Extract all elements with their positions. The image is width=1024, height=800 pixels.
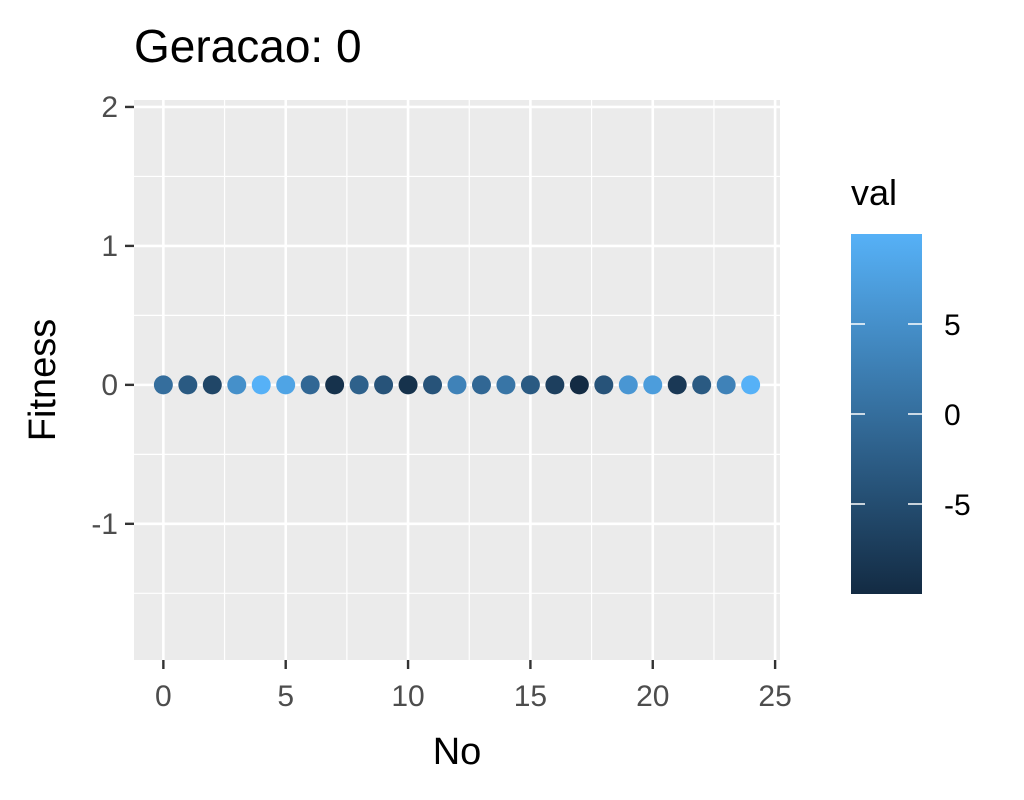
colorbar-tick-label: -5 (944, 489, 971, 522)
data-point (569, 375, 589, 395)
y-axis-title: Fitness (22, 319, 64, 441)
grid-minor (134, 100, 780, 660)
data-point (594, 375, 614, 395)
y-axis: -1 0 1 2 (91, 91, 134, 541)
data-point (520, 375, 540, 395)
x-axis-title: No (433, 731, 482, 773)
legend-title: val (851, 172, 897, 213)
x-tick-label: 15 (514, 680, 547, 713)
x-tick-label: 5 (277, 680, 294, 713)
data-point (374, 375, 394, 395)
legend: val -5 0 5 (851, 172, 971, 594)
colorbar-ticks: -5 0 5 (851, 309, 971, 522)
data-point (447, 375, 467, 395)
x-axis: 0 5 10 15 20 25 (155, 660, 792, 713)
data-point (153, 375, 173, 395)
x-tick-label: 25 (758, 680, 791, 713)
data-point (227, 375, 247, 395)
chart-title: Geracao: 0 (134, 20, 362, 72)
data-points (153, 375, 761, 395)
y-tick-label: 0 (101, 369, 118, 402)
data-point (667, 375, 687, 395)
colorbar-tick-label: 0 (944, 399, 961, 432)
y-tick-label: 2 (101, 91, 118, 124)
data-point (496, 375, 516, 395)
x-tick-label: 0 (155, 680, 172, 713)
data-point (325, 375, 345, 395)
data-point (741, 375, 761, 395)
data-point (692, 375, 712, 395)
y-tick-label: 1 (101, 230, 118, 263)
data-point (545, 375, 565, 395)
data-point (276, 375, 296, 395)
data-point (716, 375, 736, 395)
data-point (202, 375, 222, 395)
x-tick-label: 10 (391, 680, 424, 713)
data-point (398, 375, 418, 395)
data-point (618, 375, 638, 395)
data-point (471, 375, 491, 395)
data-point (349, 375, 369, 395)
data-point (178, 375, 198, 395)
data-point (423, 375, 443, 395)
colorbar-tick-label: 5 (944, 309, 961, 342)
data-point (643, 375, 663, 395)
x-tick-label: 20 (636, 680, 669, 713)
data-point (300, 375, 320, 395)
y-tick-label: -1 (91, 508, 118, 541)
data-point (251, 375, 271, 395)
